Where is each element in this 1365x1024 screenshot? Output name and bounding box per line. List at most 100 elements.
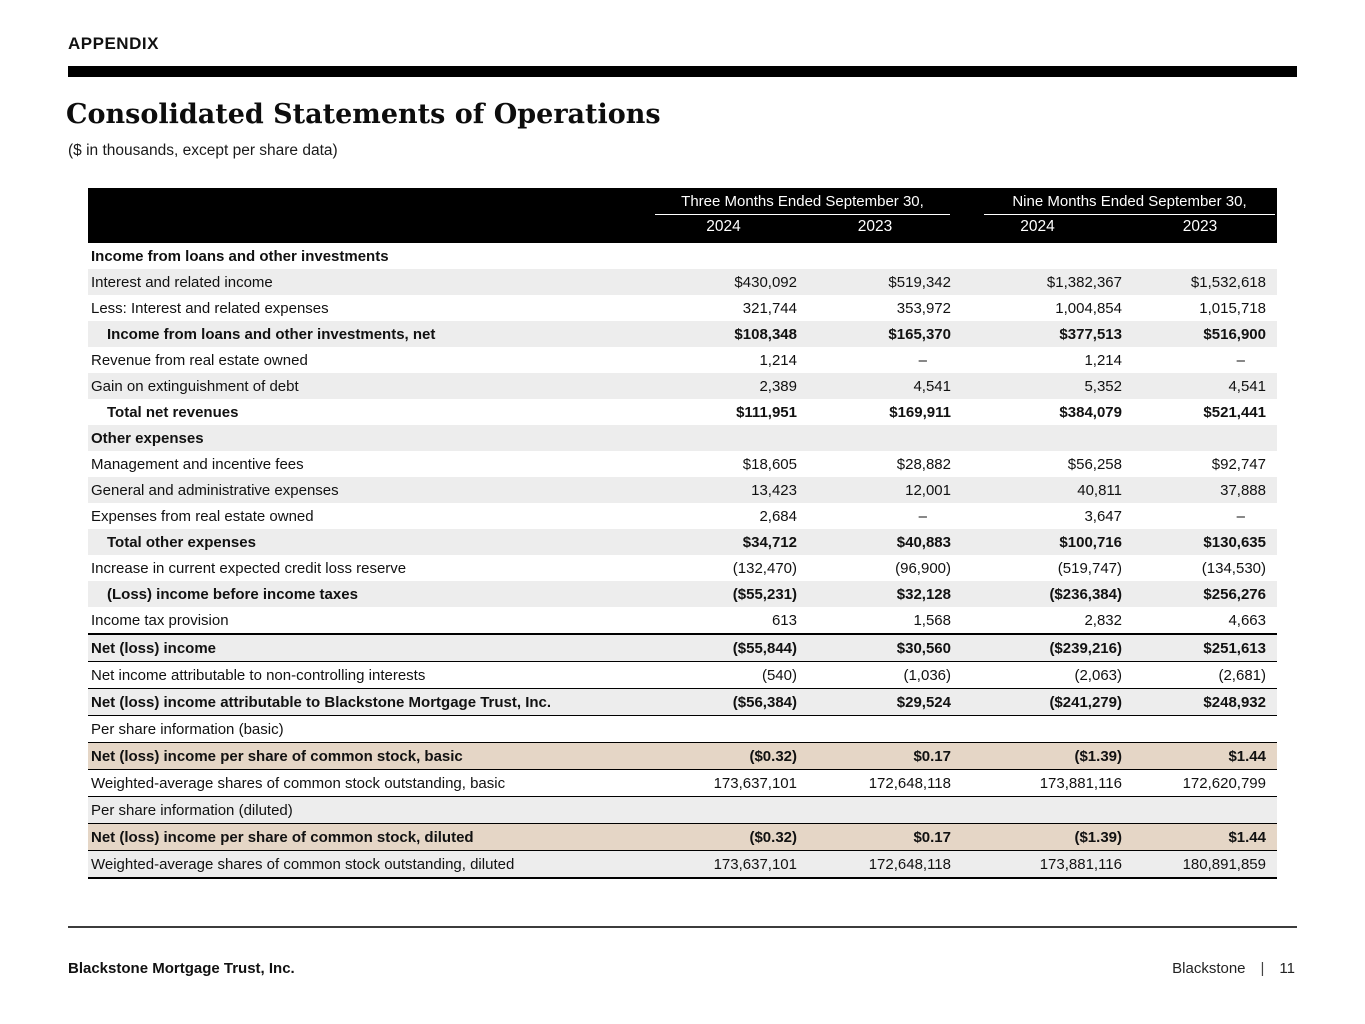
row-value: ($56,384) [623,688,798,716]
table-row: Weighted-average shares of common stock … [88,769,1277,797]
row-value: $28,882 [896,455,951,473]
row-value [798,796,952,824]
row-value: 1,568 [913,611,951,629]
row-value: $377,513 [1059,325,1122,343]
row-label: Weighted-average shares of common stock … [88,850,623,879]
row-value [952,243,1123,269]
row-value [623,715,798,743]
table-row: Increase in current expected credit loss… [88,555,1277,581]
row-value: (132,470) [732,559,797,577]
table-row: Revenue from real estate owned 1,214 – 1,21… [88,347,1277,373]
row-label: Revenue from real estate owned [91,351,308,369]
row-value [1123,796,1277,824]
row-label: Per share information (diluted) [88,796,623,824]
table-row: Expenses from real estate owned 2,684 – 3,6… [88,503,1277,529]
row-label: Income from loans and other investments [91,247,389,265]
row-label: Net (loss) income [88,633,623,662]
group-header-three-months: Three Months Ended September 30, [623,188,952,215]
row-value: (96,900) [895,559,951,577]
row-value: (519,747) [1057,559,1122,577]
row-value: $56,258 [1067,455,1122,473]
row-value: $516,900 [1203,325,1266,343]
row-value: 37,888 [1220,481,1266,499]
row-value: $18,605 [742,455,797,473]
row-value: $248,932 [1123,688,1277,716]
row-value: 5,352 [1084,377,1122,395]
table-row: Per share information (basic) [88,715,1277,743]
table-row: Net (loss) income ($55,844) $30,560 ($239,2… [88,633,1277,662]
row-value: 3,647 [1084,507,1122,525]
row-label: Income from loans and other investments,… [107,325,436,343]
row-value: $32,128 [896,585,951,603]
row-value: 12,001 [905,481,951,499]
row-label: Net (loss) income per share of common st… [88,823,623,851]
row-value: $29,524 [798,688,952,716]
row-value: $1,382,367 [1046,273,1122,291]
row-value: $169,911 [889,403,951,421]
row-value: ($236,384) [1049,585,1122,603]
row-value: 13,423 [751,481,797,499]
page-title: Consolidated Statements of Operations [66,99,661,130]
row-value: (540) [623,661,798,689]
footer-brand: Blackstone [1172,960,1246,977]
table-row: Net income attributable to non-controlli… [88,661,1277,689]
row-label: Other expenses [91,429,204,447]
row-value: $0.17 [798,823,952,851]
label-column-header [88,188,623,215]
group-header-nine-months: Nine Months Ended September 30, [952,188,1277,215]
table-row: Less: Interest and related expenses 321,7… [88,295,1277,321]
row-value: 173,637,101 [623,850,798,879]
table-header: Three Months Ended September 30, Nine Mo… [88,188,1277,243]
row-value: 4,541 [1228,377,1266,395]
year-header: 2023 [1123,215,1277,243]
row-value: $251,613 [1123,633,1277,662]
row-value [798,715,952,743]
statements-table-container: Three Months Ended September 30, Nine Mo… [88,188,1277,879]
table-row: (Loss) income before income taxes ($55,23… [88,581,1277,607]
row-label: General and administrative expenses [91,481,339,499]
row-value: ($1.39) [952,742,1123,770]
row-value: (134,530) [1201,559,1266,577]
row-value [1123,715,1277,743]
row-value: ($241,279) [952,688,1123,716]
row-value: $1.44 [1123,742,1277,770]
row-value: $430,092 [734,273,797,291]
page-subtitle: ($ in thousands, except per share data) [68,142,338,159]
row-value [952,425,1123,451]
row-value: (2,063) [952,661,1123,689]
table-row: Total other expenses $34,712 $40,883 $100,7… [88,529,1277,555]
row-value: ($55,231) [732,585,797,603]
group-header-row: Three Months Ended September 30, Nine Mo… [88,188,1277,215]
row-value: $34,712 [742,533,797,551]
row-value: $40,883 [896,533,951,551]
year-header: 2024 [952,215,1123,243]
table-row: Per share information (diluted) [88,796,1277,824]
row-value: $256,276 [1203,585,1266,603]
row-value: $92,747 [1211,455,1266,473]
row-label: Net (loss) income per share of common st… [88,742,623,770]
row-value: $111,951 [736,403,797,421]
table-row: Weighted-average shares of common stock … [88,850,1277,879]
row-label: Per share information (basic) [88,715,623,743]
row-value [1123,425,1277,451]
row-value: $521,441 [1203,403,1266,421]
row-value: 1,214 [759,351,797,369]
row-value [798,243,952,269]
row-value: 173,637,101 [623,769,798,797]
row-label: Gain on extinguishment of debt [91,377,299,395]
row-value: – [1236,351,1245,369]
row-value [623,243,798,269]
table-row: Gain on extinguishment of debt 2,389 4,541… [88,373,1277,399]
row-value: (1,036) [798,661,952,689]
row-value: ($239,216) [952,633,1123,662]
row-value: 1,004,854 [1055,299,1122,317]
footer-divider [68,926,1297,928]
row-value: 4,541 [913,377,951,395]
row-value: 40,811 [1077,481,1122,499]
table-row: Interest and related income $430,092 $519,… [88,269,1277,295]
row-value: 1,214 [1084,351,1122,369]
row-value: $519,342 [888,273,951,291]
footer-pagination: Blackstone | 11 [1172,960,1295,977]
row-value: 2,832 [1084,611,1122,629]
